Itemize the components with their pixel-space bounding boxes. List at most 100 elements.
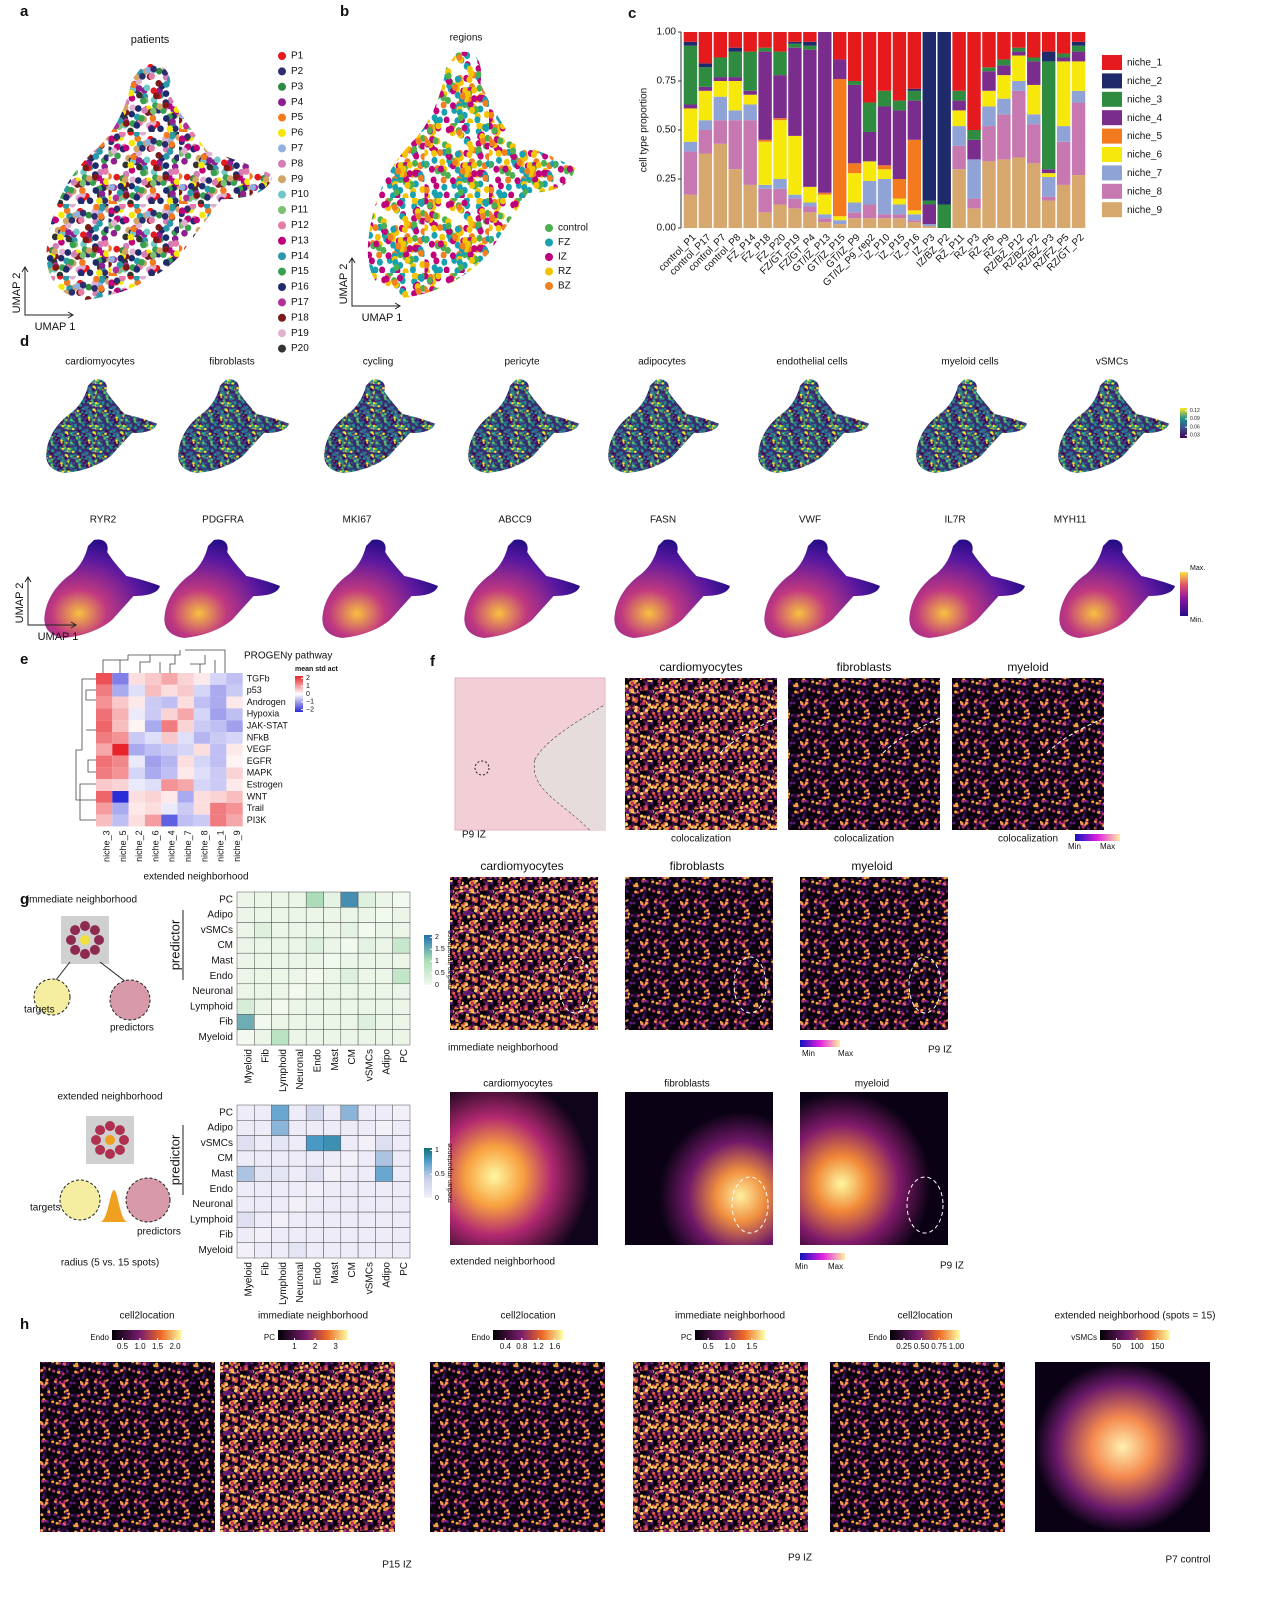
- heatmap-cell: [129, 720, 145, 732]
- heatmap-cell: [254, 1243, 271, 1258]
- legend-dot: [278, 221, 286, 229]
- row-label: CM: [217, 1153, 233, 1164]
- heatmap-cell: [375, 938, 392, 953]
- heatmap-cell: [145, 685, 161, 697]
- heatmap-cell: [306, 1014, 323, 1029]
- legend-label: niche_3: [1127, 94, 1162, 105]
- heatmap-cell: [194, 791, 210, 803]
- bar-segment: [714, 81, 727, 97]
- predictor-group: [110, 980, 150, 1020]
- page: {"panel_labels":["a","b","c","d","e","f"…: [0, 0, 1276, 1623]
- heatmap-cell: [237, 1014, 254, 1029]
- bar-segment: [833, 32, 846, 59]
- label: radius (5 vs. 15 spots): [61, 1258, 159, 1269]
- panel-title: immediate neighborhood: [258, 1311, 368, 1322]
- embedding: [916, 379, 1027, 473]
- heatmap-cell: [112, 756, 128, 768]
- heatmap-cell: [237, 907, 254, 922]
- heatmap-cell: [375, 1151, 392, 1166]
- y-tick-label: 0.25: [657, 174, 677, 185]
- heatmap-cell: [306, 1166, 323, 1181]
- bar-segment: [758, 185, 771, 189]
- legend-dot: [278, 144, 286, 152]
- legend-label: niche_6: [1127, 150, 1162, 161]
- panel-title: cell2location: [897, 1311, 952, 1322]
- heatmap-cell: [358, 1014, 375, 1029]
- heatmap-cell: [226, 815, 242, 827]
- heatmap-cell: [375, 984, 392, 999]
- heatmap-cell: [341, 1136, 358, 1151]
- colorbar-label: 1.5: [152, 1342, 164, 1351]
- cell: [94, 935, 104, 945]
- bar-segment: [758, 48, 771, 52]
- colorbar-label: 1.5: [746, 1342, 758, 1351]
- colorbar-name: PC: [264, 1333, 275, 1342]
- bar-segment: [699, 120, 712, 130]
- heatmap-cell: [306, 892, 323, 907]
- heatmap-cell: [96, 779, 112, 791]
- col-label: niche_6: [150, 830, 160, 862]
- heatmap-cell: [341, 1197, 358, 1212]
- colorbar-label: 1: [306, 683, 310, 690]
- heatmap-cell: [254, 1120, 271, 1135]
- col-label: CM: [347, 1049, 358, 1065]
- heatmap-cell: [289, 969, 306, 984]
- heatmap-cell: [129, 779, 145, 791]
- bar-segment: [1012, 157, 1025, 228]
- heatmap-cell: [272, 1212, 289, 1227]
- bar-segment: [729, 77, 742, 81]
- colorbar: [1180, 408, 1187, 438]
- heatmap-cell: [289, 1243, 306, 1258]
- colorbar-label: 2: [306, 675, 310, 682]
- bar-segment: [743, 32, 756, 52]
- heatmap-cell: [375, 1197, 392, 1212]
- heatmap-cell: [226, 756, 242, 768]
- bar-segment: [729, 169, 742, 228]
- bar-segment: [743, 185, 756, 228]
- heatmap-cell: [237, 1227, 254, 1242]
- bar-segment: [952, 146, 965, 170]
- heatmap-cell: [306, 938, 323, 953]
- heatmap-cell: [112, 791, 128, 803]
- panel-title: MKI67: [343, 515, 372, 526]
- bar-segment: [1072, 91, 1085, 103]
- bar-segment: [937, 204, 950, 228]
- bar-segment: [714, 97, 727, 121]
- heatmap-cell: [358, 1030, 375, 1045]
- heatmap-cell: [358, 1227, 375, 1242]
- bar-segment: [848, 203, 861, 213]
- bar-segment: [743, 52, 756, 91]
- legend-title: mean std act: [295, 666, 338, 673]
- bar-segment: [893, 214, 906, 218]
- heatmap-cell: [226, 732, 242, 744]
- heatmap-cell: [272, 1227, 289, 1242]
- heatmap-cell: [393, 1151, 410, 1166]
- bar-segment: [818, 32, 831, 193]
- bar-segment: [1012, 81, 1025, 91]
- legend-title: median importance: [447, 930, 454, 990]
- col-label: vSMCs: [364, 1262, 375, 1294]
- bar-segment: [743, 95, 756, 105]
- row-label: Lymphoid: [190, 1001, 233, 1012]
- legend-label: P8: [291, 158, 304, 169]
- heatmap-cell: [112, 673, 128, 685]
- heatmap-cell: [358, 984, 375, 999]
- cell: [80, 921, 90, 931]
- title: extended neighborhood: [57, 1092, 162, 1103]
- bar-segment: [758, 140, 771, 142]
- colorbar-label: 0.12: [1190, 408, 1200, 414]
- heatmap-cell: [145, 803, 161, 815]
- row-label: PI3K: [247, 815, 267, 825]
- heatmap-cell: [393, 1136, 410, 1151]
- axis-label: predictor: [167, 1134, 182, 1185]
- panel-label: c: [628, 5, 636, 22]
- label: predictors: [110, 1023, 154, 1034]
- heatmap-cell: [393, 969, 410, 984]
- bar-segment: [788, 199, 801, 209]
- heatmap-cell: [375, 1227, 392, 1242]
- heatmap-cell: [254, 1166, 271, 1181]
- heatmap-cell: [178, 685, 194, 697]
- bar-segment: [1072, 42, 1085, 46]
- bar-segment: [1072, 46, 1085, 52]
- legend-dot: [278, 268, 286, 276]
